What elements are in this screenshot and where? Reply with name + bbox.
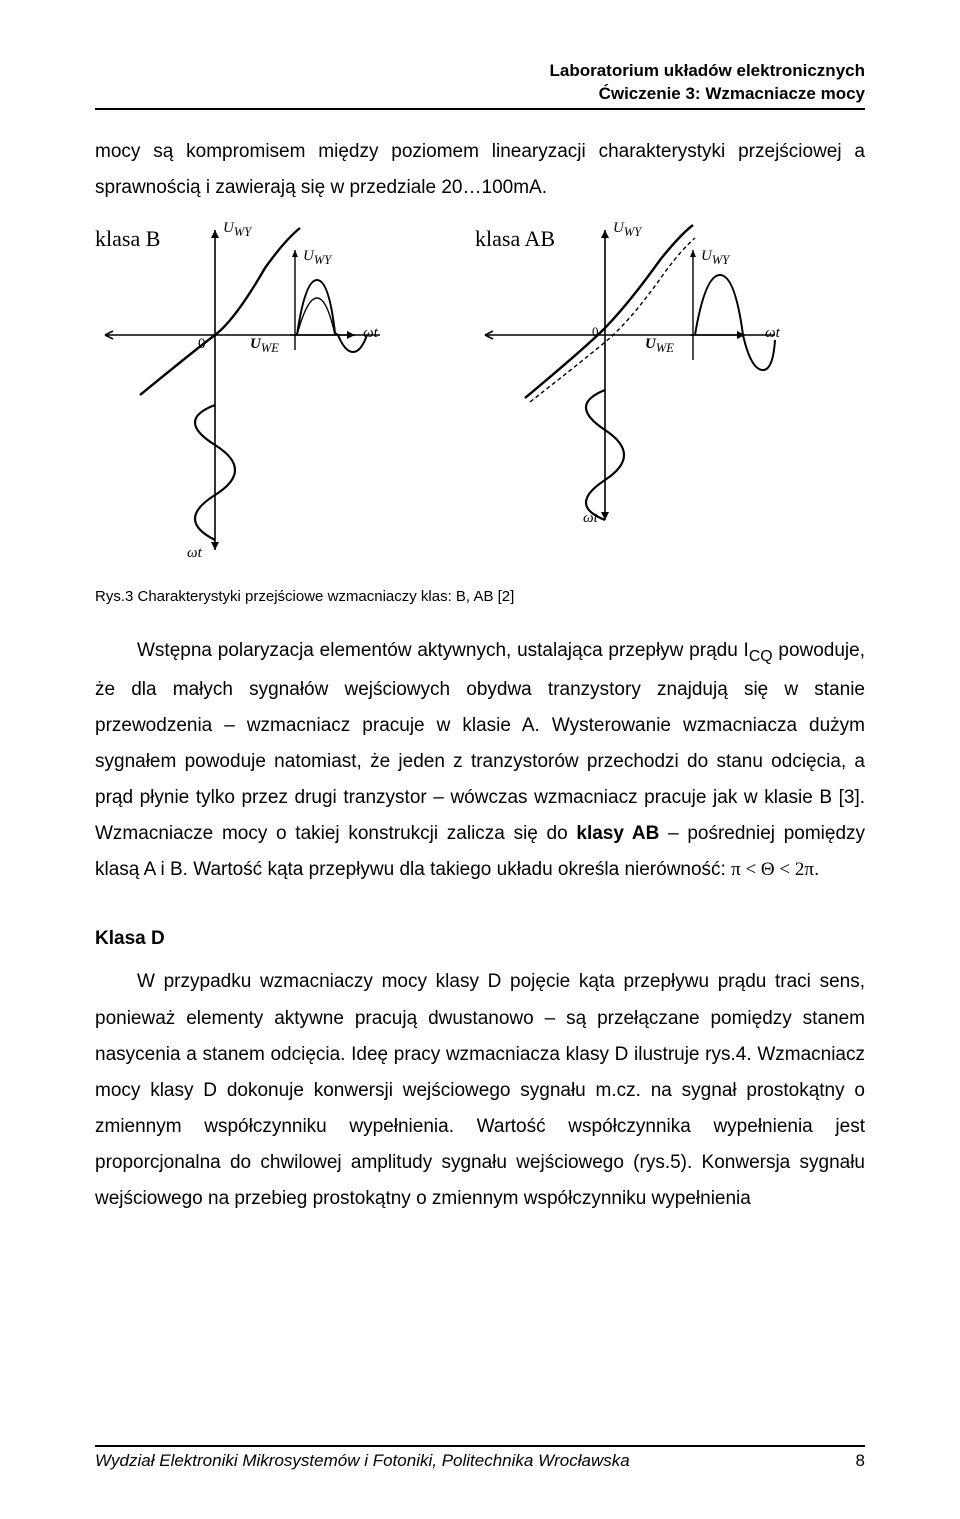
page-number: 8	[856, 1451, 865, 1471]
figure-3-caption: Rys.3 Charakterystyki przejściowe wzmacn…	[95, 588, 865, 605]
plot-klasa-b	[95, 220, 455, 560]
page-footer: Wydział Elektroniki Mikrosystemów i Foto…	[95, 1445, 865, 1471]
section-klasa-d-title: Klasa D	[95, 928, 865, 950]
paragraph-2: Wstępna polaryzacja elementów aktywnych,…	[95, 633, 865, 888]
section-klasa-d-body: W przypadku wzmacniaczy mocy klasy D poj…	[95, 964, 865, 1217]
header-line-1: Laboratorium układów elektronicznych	[95, 60, 865, 83]
plot-klasa-ab	[475, 220, 855, 560]
footer-text: Wydział Elektroniki Mikrosystemów i Foto…	[95, 1451, 630, 1471]
figure-3: klasa B klasa AB UWY UWY UWE	[95, 220, 865, 580]
intro-paragraph: mocy są kompromisem między poziomem line…	[95, 134, 865, 206]
inequality-formula: π < Θ < 2π	[731, 859, 814, 880]
page-header: Laboratorium układów elektronicznych Ćwi…	[95, 60, 865, 110]
header-line-2: Ćwiczenie 3: Wzmacniacze mocy	[95, 83, 865, 106]
